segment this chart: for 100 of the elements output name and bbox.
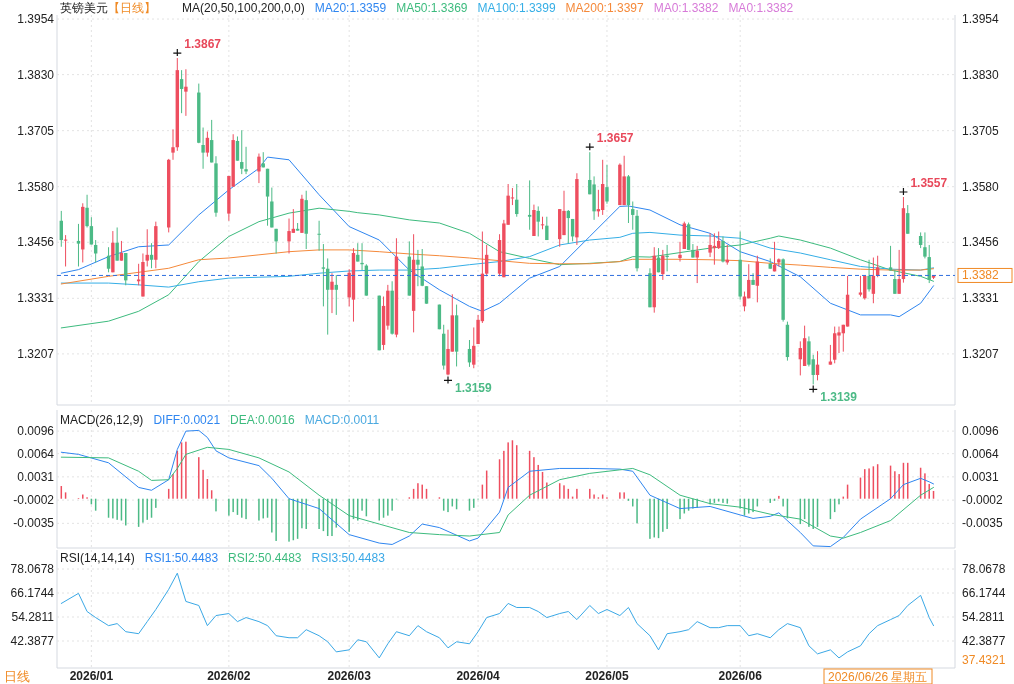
candlestick — [631, 200, 635, 231]
y-tick-label: 78.0678 — [10, 562, 55, 577]
line-series — [60, 572, 935, 659]
candlestick — [923, 231, 927, 259]
line-series — [60, 207, 935, 329]
annotation: 1.3139 — [820, 390, 858, 405]
y2-tick-label: 0.0064 — [962, 446, 1000, 461]
x-tick-label: 2026/01 — [69, 669, 114, 683]
y-tick-label: -0.0035 — [13, 516, 55, 531]
candlestick — [691, 243, 695, 259]
x-tick-label: 2026/02 — [207, 669, 251, 683]
y-tick-label: 1.3456 — [17, 235, 55, 250]
candlestick — [605, 164, 609, 205]
legend-title: MA(20,50,100,200,0,0) — [182, 1, 305, 15]
y2-tick-label: -0.0002 — [962, 493, 1004, 508]
candlestick — [115, 226, 119, 262]
series-label: DEA:0.0016 — [230, 413, 296, 427]
text: RSI3:50.4483 — [311, 551, 386, 565]
candlestick — [751, 272, 755, 286]
legend-title: RSI(14,14,14) — [60, 551, 135, 565]
y-tick-label: 1.3954 — [17, 12, 55, 27]
y2-tick-label: 66.1744 — [962, 586, 1006, 601]
candlestick — [317, 220, 321, 252]
line-series — [60, 446, 935, 539]
y2-tick-label: 42.3877 — [962, 634, 1006, 648]
line-series — [60, 231, 935, 288]
candlestick — [721, 235, 725, 263]
candlestick — [708, 232, 712, 258]
candlestick — [89, 216, 94, 246]
y2-tick-label: 1.3580 — [962, 179, 1000, 194]
y-tick-label: 54.2811 — [11, 610, 55, 625]
ref-line-label: 1.3382 — [962, 268, 1000, 283]
y-tick-label: 0.0031 — [17, 469, 55, 484]
y-tick-label: 0.0096 — [17, 424, 55, 439]
candlestick — [76, 223, 81, 267]
candlestick — [330, 272, 334, 314]
text: MA20:1.3359 — [314, 1, 387, 15]
y-tick-label: 1.3207 — [17, 346, 55, 361]
candlestick — [184, 68, 188, 117]
y-tick-label: 0.0064 — [17, 446, 55, 461]
annotation: MA0:1.3382 — [728, 1, 794, 15]
chart-title: 英镑美元 — [60, 1, 108, 15]
series-label: DIFF:0.0021 — [153, 413, 221, 427]
candlestick — [240, 129, 244, 175]
text: MA200:1.3397 — [565, 1, 644, 15]
x-tick-label: 2026/05 — [585, 669, 629, 683]
annotation: RSI1:50.4483 — [144, 551, 219, 565]
y-tick-label: 1.3705 — [17, 123, 55, 138]
line-series — [60, 429, 935, 548]
y2-tick-label: 0.0031 — [962, 469, 1000, 484]
candlestick — [527, 179, 532, 231]
candlestick — [906, 204, 910, 235]
candlestick — [287, 218, 291, 254]
y2-tick-label: 78.0678 — [962, 562, 1006, 577]
y2-tick-label: 1.3331 — [962, 291, 1000, 306]
y2-tick-label: 1.3954 — [962, 12, 1000, 27]
text: MA100:1.3399 — [477, 1, 556, 15]
annotation: 1.3557 — [910, 176, 948, 190]
candlestick — [171, 128, 175, 161]
annotation: 1.3867 — [184, 37, 222, 52]
y2-tick-label: 54.2811 — [962, 610, 1005, 625]
candlestick — [321, 243, 326, 307]
text: 37.4321 — [962, 653, 1006, 667]
candlestick — [867, 259, 871, 293]
annotation: MACD:0.0011 — [304, 413, 380, 427]
candlestick — [695, 245, 699, 284]
y-tick-label: -0.0002 — [13, 493, 55, 508]
annotation: MA0:1.3382 — [653, 1, 719, 15]
candlestick — [274, 228, 278, 254]
candlestick — [416, 249, 420, 287]
text: 2026/06/26 星期五 — [828, 670, 928, 684]
y2-tick-label: -0.0035 — [962, 516, 1004, 531]
y2-tick-label: 1.3705 — [962, 123, 1000, 138]
y2-tick-label: 1.3207 — [962, 346, 1000, 361]
candlestick — [356, 242, 360, 263]
y2-tick-label: 1.3456 — [962, 235, 1000, 250]
candlestick — [678, 241, 682, 263]
y-tick-label: 1.3331 — [17, 291, 55, 306]
candlestick — [145, 228, 149, 267]
candlestick — [893, 269, 897, 295]
y-tick-label: 66.1744 — [10, 586, 55, 601]
chart-subtitle: 【日线】 — [108, 1, 156, 15]
candlestick — [63, 234, 68, 267]
candlestick — [897, 249, 901, 295]
x-tick-label: 2026/03 — [327, 669, 372, 683]
candlestick — [661, 249, 665, 281]
annotation: 1.3159 — [455, 381, 493, 396]
candlestick — [257, 153, 261, 184]
candlestick — [205, 131, 210, 158]
candlestick — [888, 245, 893, 272]
annotation: RSI2:50.4483 — [228, 551, 302, 565]
text: MA50:1.3369 — [396, 1, 468, 15]
candlestick — [201, 127, 205, 170]
y-tick-label: 42.3877 — [10, 634, 55, 648]
y2-tick-label: 0.0096 — [962, 424, 1000, 439]
annotation: 1.3657 — [596, 131, 634, 146]
candlestick — [244, 146, 248, 175]
candlestick — [119, 240, 124, 262]
x-tick-label: 2026/04 — [456, 669, 501, 683]
y2-tick-label: 1.3830 — [962, 67, 1000, 82]
